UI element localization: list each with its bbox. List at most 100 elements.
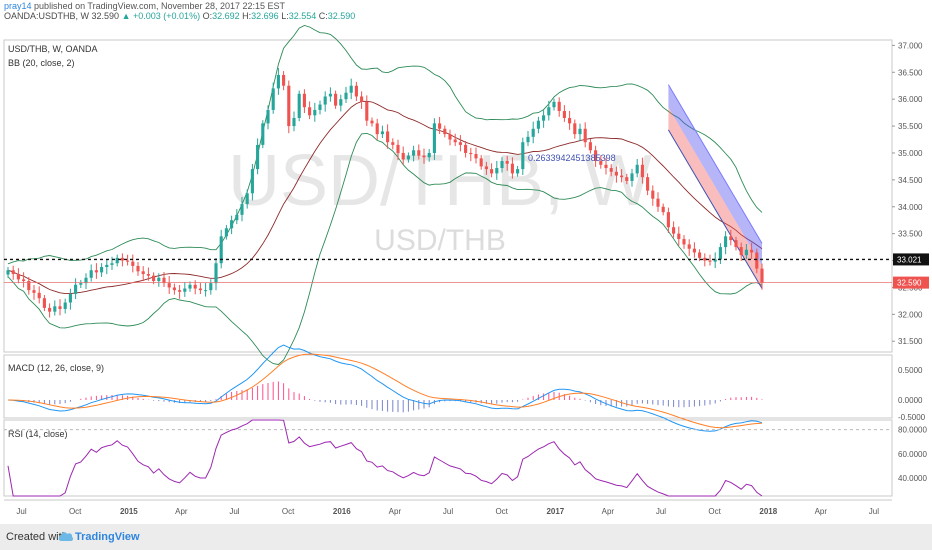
candle (360, 96, 364, 102)
low-label: L: (281, 11, 289, 21)
time-tick-label: Jul (229, 507, 239, 516)
tradingview-brand[interactable]: TradingView (75, 531, 140, 543)
candle (464, 144, 468, 153)
open-label: O: (202, 11, 213, 21)
candle (287, 85, 291, 127)
main-pane-frame (3, 39, 893, 353)
rsi-tick-label: 60.0000 (898, 450, 927, 459)
price-tick-label: 32.000 (898, 310, 923, 319)
candle (578, 128, 582, 135)
candle (703, 257, 707, 261)
candle (505, 161, 509, 164)
candle (718, 247, 722, 260)
time-tick-label: Oct (708, 507, 721, 516)
candle (276, 74, 280, 89)
candle (16, 274, 20, 280)
bb-upper-band (7, 25, 763, 265)
candle (458, 142, 462, 145)
candle (651, 190, 655, 199)
time-tick-label: Apr (175, 507, 188, 516)
price-tick-label: 35.500 (898, 122, 923, 131)
candle (708, 260, 712, 262)
candle (250, 169, 254, 194)
candle (391, 142, 395, 145)
candle (672, 227, 676, 234)
candle (110, 263, 114, 265)
candle (687, 244, 691, 249)
candle (531, 128, 535, 137)
candle (682, 239, 686, 245)
time-tick-label: 2016 (333, 507, 351, 516)
candle (583, 128, 587, 143)
candle (474, 154, 478, 159)
created-with-text: Created with (6, 531, 68, 543)
time-tick-label: Jul (869, 507, 879, 516)
macd-last-label: -0.5000 (898, 413, 926, 422)
candle (167, 283, 171, 288)
candle (521, 142, 525, 170)
candle (734, 240, 738, 248)
candle (89, 270, 93, 278)
candle (479, 158, 483, 167)
candle (609, 168, 613, 172)
chart-canvas[interactable]: USD/THB, W USD/THB 37.000 36.500 36.000 35.… (0, 0, 932, 524)
candle (11, 270, 15, 274)
candle (157, 277, 161, 281)
macd-tick-label: 0.0000 (898, 396, 923, 405)
candle (115, 257, 119, 264)
candle (630, 173, 634, 181)
candle (214, 263, 218, 284)
watermark-symbol-small: USD/THB (374, 224, 506, 257)
last-price-tag: 32.590 (897, 279, 922, 288)
candle (328, 93, 332, 97)
candle (666, 212, 670, 228)
candle (432, 123, 436, 153)
candle (750, 249, 754, 253)
candle (74, 284, 78, 294)
candle (37, 292, 41, 299)
close-value: 32.590 (327, 11, 356, 21)
candle (282, 74, 286, 86)
rsi-line (7, 419, 763, 497)
bb-lower-band (7, 132, 763, 365)
open-value: 32.692 (212, 11, 240, 21)
price-tick-label: 36.000 (898, 95, 923, 104)
candle (495, 168, 499, 174)
time-tick-label: 2017 (546, 507, 564, 516)
rsi-tick-label: 40.0000 (898, 474, 927, 483)
candle (427, 152, 431, 158)
candle (141, 271, 145, 274)
candle (230, 220, 234, 229)
time-tick-label: 2018 (759, 507, 777, 516)
candle (552, 101, 556, 108)
candle (760, 268, 764, 283)
candle (68, 293, 72, 303)
candle (448, 134, 452, 140)
price-tick-label: 33.500 (898, 230, 923, 239)
candle (172, 287, 176, 291)
candle (635, 164, 639, 174)
candle (422, 155, 426, 158)
candle (204, 290, 208, 292)
candle (245, 193, 249, 205)
candle (354, 85, 358, 97)
candle (594, 150, 598, 162)
channel-value-label: 0.2633942451385398 (528, 153, 616, 163)
candle (224, 228, 228, 237)
candle (256, 144, 260, 170)
candle (136, 265, 140, 272)
macd-indicator-label: MACD (12, 26, close, 9) (8, 363, 104, 373)
candle (547, 107, 551, 116)
candle (22, 279, 26, 281)
candle (131, 261, 135, 266)
candle (313, 109, 317, 116)
time-tick-label: Oct (495, 507, 508, 516)
candle (698, 252, 702, 258)
candle (646, 177, 650, 191)
candle (302, 93, 306, 108)
candle (79, 283, 83, 285)
candle (656, 198, 660, 207)
regression-channel-upper (668, 84, 762, 266)
candle (152, 275, 156, 281)
author-link[interactable]: pray14 (4, 1, 32, 11)
